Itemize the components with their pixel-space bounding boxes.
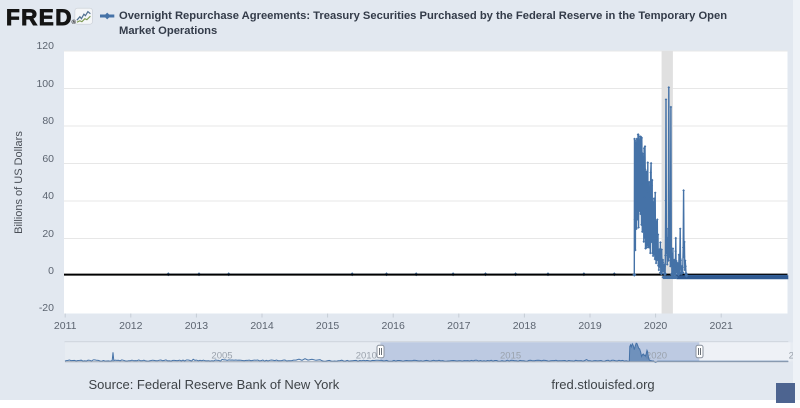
svg-text:2005: 2005: [211, 351, 232, 362]
svg-text:2010: 2010: [356, 351, 377, 362]
svg-text:2025: 2025: [789, 351, 793, 362]
svg-text:2020: 2020: [646, 351, 667, 362]
svg-text:2015: 2015: [500, 351, 521, 362]
